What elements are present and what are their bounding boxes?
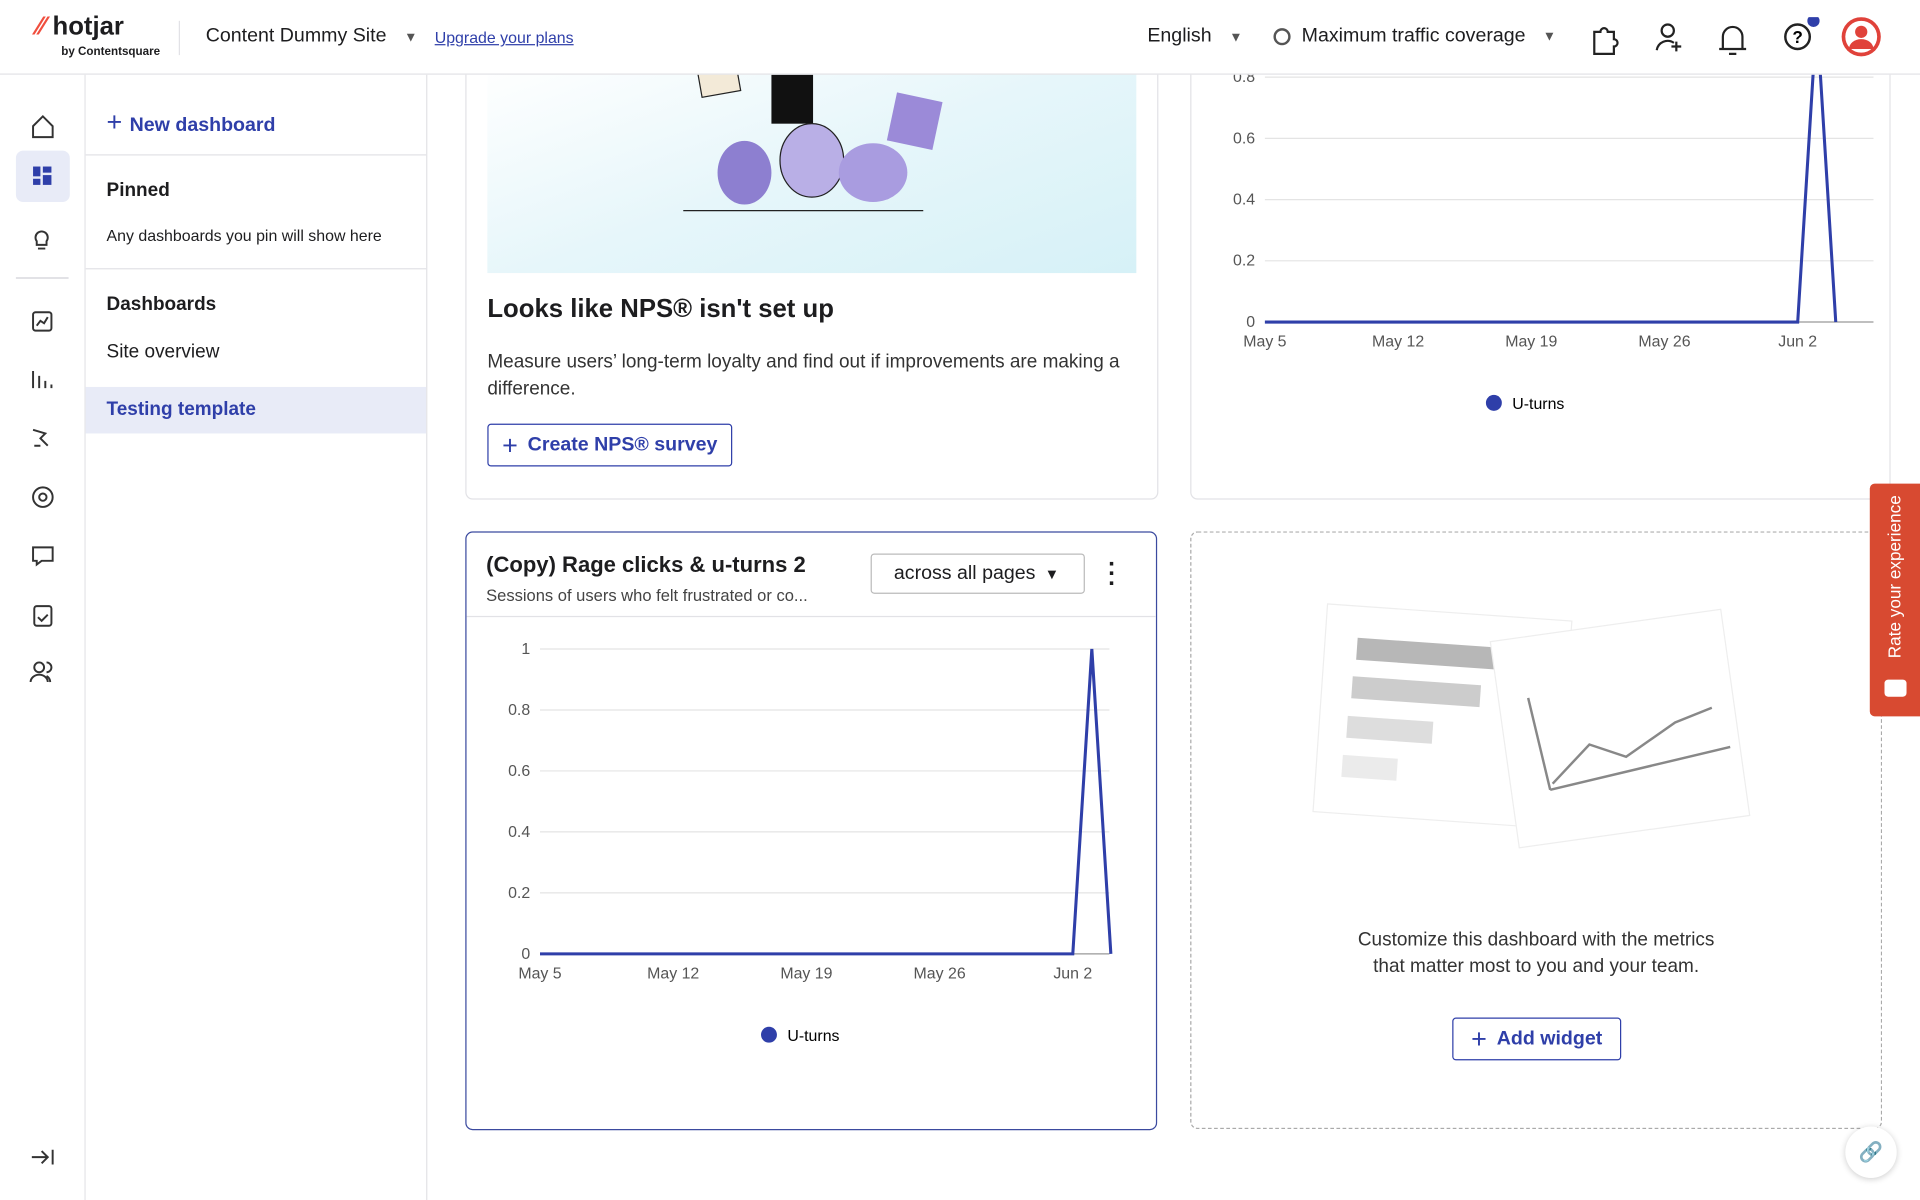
notifications-icon[interactable] [1719, 25, 1747, 55]
pinned-empty: Any dashboards you pin will show here [106, 226, 382, 245]
feedback-icon[interactable] [32, 486, 54, 508]
y-tick-label: 0.8 [508, 702, 530, 719]
feedback-label: Rate your experience [1884, 495, 1905, 659]
traffic-selector[interactable]: Maximum traffic coverage ▼ [1273, 26, 1556, 48]
empty-card: Customize this dashboard with the metric… [1190, 531, 1883, 1129]
kebab-menu[interactable]: · · · [1108, 551, 1117, 598]
line: Customize this dashboard with the metric… [1357, 929, 1715, 951]
help-icon[interactable] [1784, 23, 1812, 51]
placeholder-art [1312, 603, 1751, 849]
divider [85, 154, 427, 156]
collapse-icon[interactable] [31, 1149, 54, 1165]
users-icon[interactable] [33, 661, 46, 674]
recordings-icon[interactable] [32, 428, 49, 447]
legend-dot [1485, 394, 1502, 411]
logo-text: hotjar [52, 12, 124, 41]
new-dashboard[interactable]: + New dashboard [106, 106, 276, 138]
y-tick-label: 0.6 [1233, 130, 1255, 147]
top-chart-card [1190, 0, 1891, 500]
nps-art [683, 46, 943, 212]
traffic: Maximum traffic coverage [1301, 25, 1526, 47]
plus: + [502, 429, 518, 460]
feedback-tab[interactable]: Rate your experience [1869, 483, 1920, 717]
y-tick-label: 1 [521, 641, 530, 658]
invite-icon[interactable] [1660, 23, 1675, 38]
language-selector[interactable]: English ▼ [1147, 25, 1243, 47]
header: ⁄⁄ hotjar by Contentsquare Content Dummy… [0, 0, 1920, 75]
divider [466, 615, 1156, 618]
filter-label: across all pages [893, 562, 1036, 584]
rage-title: (Copy) Rage clicks & u-turns 2 [486, 552, 806, 577]
tasks-icon[interactable] [33, 605, 53, 627]
line-series [540, 648, 1113, 956]
label: New dashboard [129, 115, 276, 136]
pinned-title: Pinned [106, 180, 170, 201]
empty-text: Customize this dashboard with the metric… [1191, 927, 1880, 981]
dashboards-icon[interactable] [33, 166, 52, 185]
x-tick-label: May 19 [780, 965, 832, 982]
y-tick-label: 0.4 [1233, 191, 1255, 208]
link-button[interactable]: 🔗 [1845, 1126, 1897, 1178]
icon-rail [0, 74, 86, 1200]
add-widget-button[interactable]: + Add widget [1452, 1017, 1622, 1061]
heatmaps-icon[interactable] [32, 371, 53, 389]
x-tick-label: Jun 2 [1053, 965, 1092, 982]
plus: + [1471, 1023, 1487, 1054]
y-tick-label: 0.2 [508, 885, 530, 902]
dashboard-item[interactable]: Site overview [106, 341, 220, 363]
x-tick-label: May 26 [914, 965, 966, 982]
rage-card: (Copy) Rage clicks & u-turns 2 Sessions … [465, 531, 1158, 1131]
legend-label: U-turns [1512, 396, 1564, 413]
rage-subtitle: Sessions of users who felt frustrated or… [486, 586, 808, 605]
site: Content Dummy Site [205, 25, 387, 47]
site-selector[interactable]: Content Dummy Site ▼ [205, 25, 418, 47]
x-tick-label: May 26 [1638, 334, 1690, 351]
y-tick-label: 0.4 [508, 824, 530, 841]
surveys-icon[interactable] [32, 546, 54, 567]
x-tick-label: May 19 [1505, 334, 1557, 351]
y-tick-label: 0 [1246, 314, 1255, 331]
dashboard-item-active[interactable]: Testing template [85, 386, 427, 434]
x-tick-label: May 12 [647, 965, 699, 982]
feedback-icon [1884, 679, 1907, 697]
nps-title: Looks like NPS® isn't set up [487, 295, 834, 324]
label: Add widget [1496, 1027, 1603, 1049]
y-tick-label: 0 [521, 946, 530, 963]
x-tick-label: May 5 [518, 965, 561, 982]
header-icons: ? [1593, 17, 1881, 57]
logo: ⁄⁄ hotjar [36, 12, 124, 41]
caret: ▼ [1044, 565, 1060, 583]
x-tick-label: Jun 2 [1778, 334, 1817, 351]
line-series [1264, 15, 1838, 324]
insights-icon[interactable] [34, 230, 49, 250]
x-tick-label: May 5 [1243, 334, 1286, 351]
nav-icons [15, 114, 69, 1165]
y-tick-label: 0.2 [1233, 253, 1255, 270]
upgrade-link[interactable]: Upgrade your plans [434, 28, 574, 47]
dashboard-panel: + New dashboard Pinned Any dashboards you… [85, 74, 428, 1200]
integrations-icon[interactable] [1593, 27, 1619, 55]
home-icon[interactable] [32, 114, 54, 139]
nps-description: Measure users’ long-term loyalty and fin… [487, 351, 1120, 400]
label: Testing template [106, 399, 256, 421]
svg-text:?: ? [1792, 27, 1802, 47]
y-tick-label: 0.6 [508, 763, 530, 780]
language: English [1147, 25, 1212, 47]
line: that matter most to you and your team. [1373, 956, 1700, 978]
logo-sub: by Contentsquare [61, 45, 161, 59]
dashboards-title: Dashboards [106, 293, 217, 315]
legend-label: U-turns [787, 1028, 839, 1045]
legend-dot [761, 1026, 777, 1043]
label: Create NPS® survey [527, 434, 718, 455]
create-nps-button[interactable]: + Create NPS® survey [487, 423, 733, 467]
divider [85, 268, 427, 270]
divider [178, 20, 181, 56]
x-tick-label: May 12 [1372, 334, 1424, 351]
filter-dropdown[interactable]: across all pages ▼ [870, 553, 1085, 594]
trends-icon[interactable] [32, 311, 53, 332]
